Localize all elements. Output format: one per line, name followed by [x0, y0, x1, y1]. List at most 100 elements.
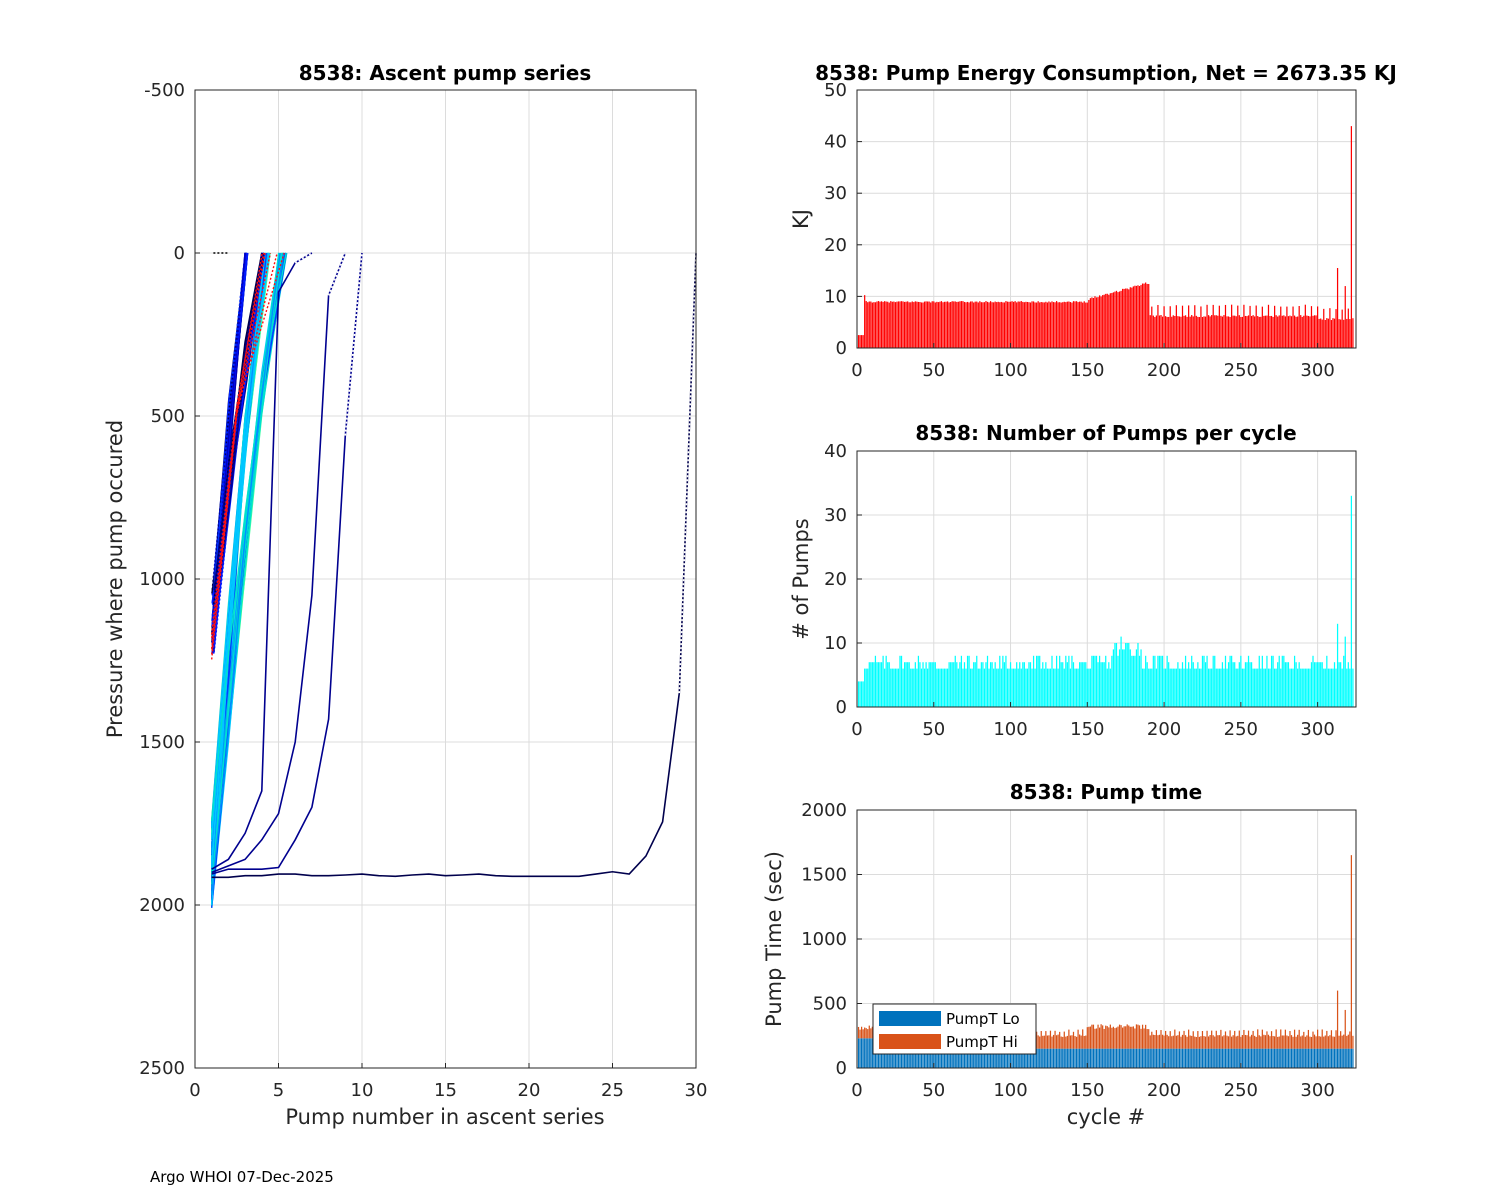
pumptime-lo-bar: [1045, 1048, 1047, 1068]
energy-bar: [1309, 316, 1311, 348]
energy-bar: [1350, 126, 1353, 349]
pumptime-lo-bar: [1089, 1048, 1091, 1068]
energy-bar: [1086, 302, 1088, 348]
pumptime-hi-bar: [1243, 1029, 1245, 1049]
pumptime-lo-bar: [1077, 1048, 1079, 1068]
pumps-bar: [1126, 643, 1128, 707]
pumps-bar: [876, 662, 878, 707]
pumptime-lo-bar: [1189, 1048, 1191, 1068]
pumps-bar: [922, 662, 924, 707]
pumps-bar: [1057, 668, 1059, 707]
pumps-bar: [971, 668, 973, 707]
energy-bar: [1083, 301, 1085, 348]
pumps-bar: [1267, 668, 1270, 707]
energy-bar: [1234, 315, 1236, 348]
pumptime-lo-bar: [1060, 1048, 1062, 1068]
pumptime-lo-bar: [1095, 1048, 1098, 1068]
pumptime-lo-bar: [1138, 1048, 1141, 1068]
ascent-fan-line: [211, 252, 270, 866]
pumptime-hi-bar: [1340, 1031, 1342, 1049]
pumps-bar: [1343, 655, 1345, 707]
pumptime-lo-bar: [1326, 1048, 1328, 1068]
pumptime-lo-bar: [1244, 1048, 1247, 1068]
energy-bar: [1043, 302, 1045, 348]
pumptime-hi-bar: [1122, 1027, 1124, 1049]
pumptime-hi-bar: [1175, 1035, 1177, 1049]
energy-bar: [1028, 302, 1030, 348]
pumptime-xlabel: cycle #: [1067, 1105, 1146, 1129]
pumptime-lo-bar: [1052, 1048, 1055, 1068]
energy-bar: [1132, 286, 1134, 348]
energy-bar: [922, 302, 924, 348]
pumps-bar: [879, 662, 881, 707]
pumptime-hi-bar: [864, 1027, 866, 1039]
pumps-bar: [1094, 655, 1096, 707]
pumps-bar: [1155, 668, 1158, 707]
energy-bar: [1289, 315, 1291, 348]
pumptime-hi-bar: [1269, 1036, 1271, 1049]
energy-bar: [991, 302, 993, 348]
pumptime-lo-bar: [1178, 1048, 1181, 1068]
energy-bar: [1250, 316, 1253, 348]
pumptime-hi-bar: [1082, 1029, 1084, 1049]
energy-bar: [1114, 291, 1116, 348]
pumptime-hi-bar: [1131, 1026, 1133, 1049]
energy-bar: [903, 301, 906, 348]
pumptime-lo-bar: [1108, 1048, 1110, 1068]
energy-bar: [1169, 306, 1171, 348]
pumptime-hi-bar: [1267, 1034, 1270, 1049]
energy-bar: [925, 301, 927, 348]
pumps-bar: [1240, 655, 1242, 707]
ascent-fan-line: [211, 252, 281, 885]
pumps-bar: [1017, 668, 1019, 707]
energy-bar: [1006, 301, 1009, 348]
energy-bar: [960, 301, 963, 348]
energy-bar: [1108, 294, 1110, 348]
pumptime-lo-bar: [1031, 1048, 1033, 1068]
energy-bar: [911, 301, 913, 348]
pumptime-hi-bar: [1234, 1030, 1236, 1049]
energy-bar: [1045, 301, 1047, 348]
pumptime-hi-bar: [1083, 1035, 1085, 1049]
pumps-bar: [1255, 668, 1257, 707]
energy-bar: [916, 301, 918, 348]
pumps-bar: [1188, 662, 1190, 707]
pumptime-lo-bar: [1204, 1048, 1207, 1068]
pumptime-lo-bar: [1278, 1048, 1280, 1068]
pumptime-hi-bar: [1209, 1035, 1211, 1049]
pumps-bar: [988, 668, 990, 707]
energy-bar: [1244, 315, 1247, 348]
energy-ytick: 40: [824, 132, 847, 153]
energy-bar: [1346, 318, 1348, 348]
pumptime-xtick: 200: [1147, 1080, 1181, 1101]
energy-bar: [977, 302, 979, 348]
pumps-bar: [1209, 668, 1211, 707]
pumps-bar: [1091, 655, 1093, 707]
pumptime-lo-bar: [1115, 1048, 1118, 1068]
energy-bar: [1014, 301, 1016, 348]
pumps-bar: [882, 655, 884, 707]
pumptime-lo-bar: [1333, 1048, 1336, 1068]
ascent-panel: 0 5 10 15 20 25 30 -500 0 500 1000 1500 2000 2500 853…: [103, 61, 707, 1129]
pumps-bar: [1280, 668, 1282, 707]
energy-bar: [1274, 305, 1276, 348]
pumptime-hi-bar: [1188, 1029, 1190, 1049]
ascent-ytick: 1500: [139, 732, 185, 753]
energy-bar: [1037, 301, 1039, 348]
pumptime-lo-bar: [1057, 1048, 1059, 1068]
energy-bar: [1301, 316, 1303, 348]
pumptime-hi-bar: [1126, 1024, 1128, 1049]
pumps-bar: [933, 662, 935, 707]
pumptime-hi-bar: [1072, 1031, 1075, 1049]
pumptime-hi-bar: [1111, 1027, 1113, 1049]
pumps-bar: [1281, 655, 1283, 707]
energy-bar: [867, 302, 869, 348]
pumps-bar: [1143, 668, 1145, 707]
pumptime-ytick: 1000: [801, 929, 847, 950]
energy-bar: [1212, 304, 1214, 348]
pumps-bar: [1157, 655, 1159, 707]
pumptime-hi-bar: [1287, 1036, 1290, 1049]
pumptime-hi-bar: [1284, 1029, 1286, 1049]
pumps-bar: [1326, 655, 1328, 707]
pumptime-hi-bar: [1192, 1031, 1194, 1049]
